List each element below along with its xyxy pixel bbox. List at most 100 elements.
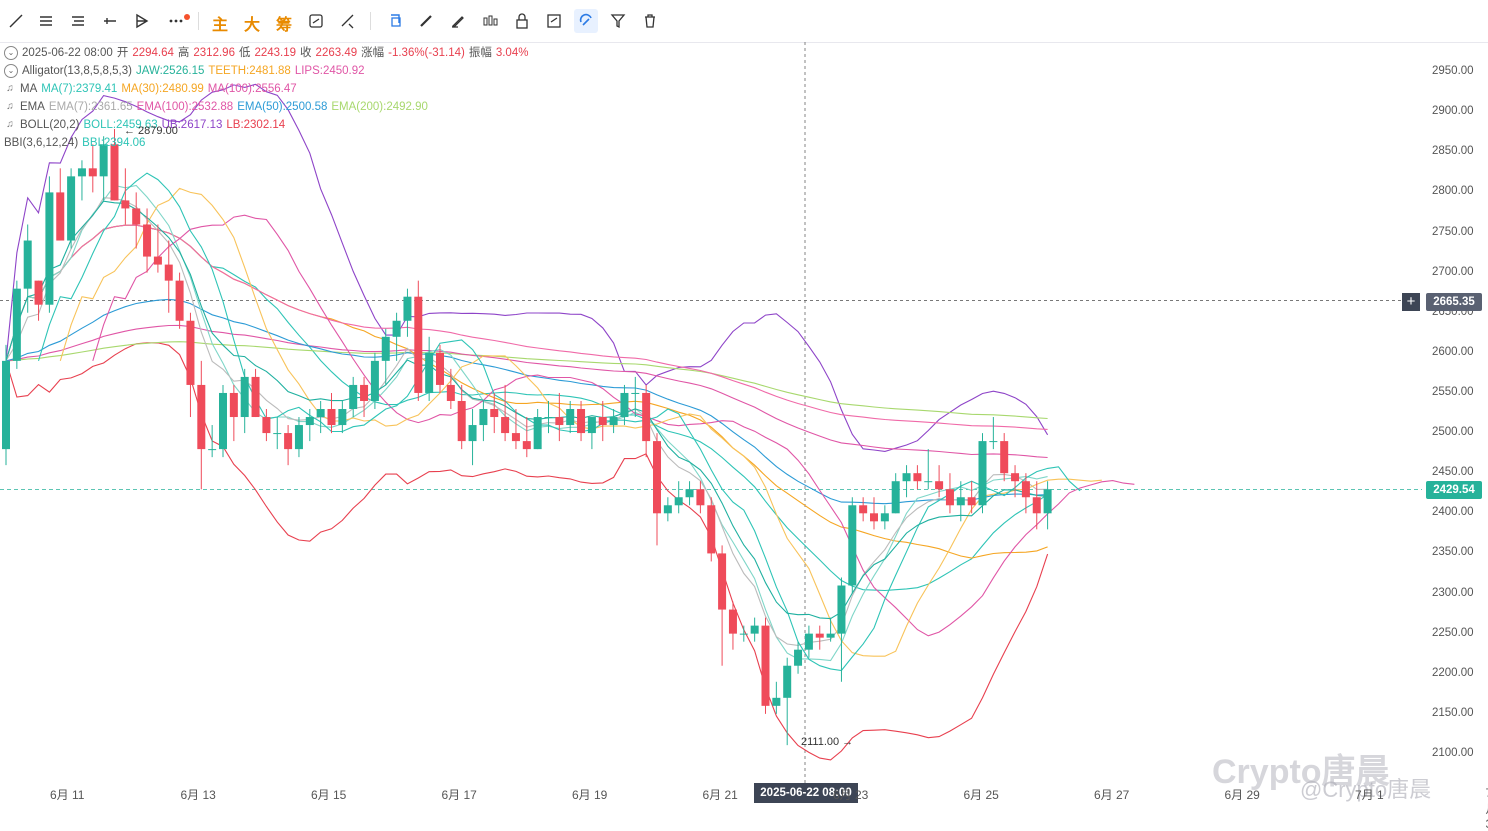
more-icon[interactable]: [164, 9, 188, 33]
candle-body: [631, 393, 639, 394]
undo-icon[interactable]: [304, 9, 328, 33]
edit-icon[interactable]: [542, 9, 566, 33]
candle-body: [892, 481, 900, 513]
candle-body: [870, 513, 878, 521]
open-value: 2294.64: [132, 44, 174, 62]
candle-body: [67, 176, 75, 240]
candle-body: [349, 385, 357, 409]
price-tick: 2950.00: [1432, 65, 1474, 77]
candle-body: [1033, 497, 1041, 513]
add-alert-icon[interactable]: +: [1402, 293, 1420, 311]
measure-icon[interactable]: [336, 9, 360, 33]
time-tick: 6月 13: [181, 786, 216, 803]
ma30-value: MA(30):2480.99: [121, 80, 203, 98]
candle-body: [588, 417, 596, 433]
time-tick: 7月 1: [1355, 786, 1384, 803]
collapse-icon[interactable]: ⌄: [4, 64, 18, 78]
candle-body: [328, 409, 336, 425]
trend-line-icon[interactable]: [4, 9, 28, 33]
candle-body: [696, 489, 704, 505]
main-chip-tool[interactable]: 主: [212, 11, 228, 35]
bell-icon[interactable]: ♫: [4, 116, 16, 134]
boll-lb-value: LB:2302.14: [226, 116, 285, 134]
candle-body: [56, 192, 64, 240]
candle-body: [816, 634, 824, 638]
ma100-value: MA(100):2556.47: [208, 80, 297, 98]
time-tick: 6月 21: [703, 786, 738, 803]
open-label: 开: [117, 44, 129, 62]
high-annotation: ← 2879.00: [124, 125, 178, 137]
horizontal-ray-icon[interactable]: [98, 9, 122, 33]
ema-name: EMA: [20, 98, 45, 116]
boll-row[interactable]: ♫ BOLL(20,2) BOLL:2459.63 UB:2617.13 LB:…: [4, 116, 532, 134]
drawing-toolbar: 主 大 筹: [0, 0, 1488, 43]
candle-body: [545, 417, 553, 418]
low-value: 2243.19: [254, 44, 296, 62]
candle-body: [924, 481, 932, 482]
edit-pencil-icon[interactable]: [446, 9, 470, 33]
price-tick: 2750.00: [1432, 226, 1474, 238]
price-tick: 2800.00: [1432, 185, 1474, 197]
time-tick: 6月 11: [50, 786, 84, 803]
bbi-row[interactable]: BBI(3,6,12,24) BBI:2394.06: [4, 134, 532, 152]
candle-body: [382, 337, 390, 361]
candle-body: [111, 144, 119, 200]
ma100-line: [6, 225, 1048, 429]
candle-body: [555, 417, 563, 425]
ema7-value: EMA(7):2361.65: [49, 98, 133, 116]
filter-icon[interactable]: [606, 9, 630, 33]
bell-icon[interactable]: ♫: [4, 80, 16, 98]
candlestick-chart[interactable]: [0, 42, 1422, 784]
low-annotation: 2111.00 →: [801, 736, 853, 748]
candle-body: [957, 497, 965, 505]
candle-body: [469, 425, 477, 441]
candle-body: [501, 417, 509, 433]
parallel-channel-icon[interactable]: [66, 9, 90, 33]
pen-icon[interactable]: [384, 9, 408, 33]
candle-body: [447, 385, 455, 401]
candle-body: [241, 377, 249, 417]
candle-body: [1011, 473, 1019, 481]
candle-body: [751, 626, 759, 634]
candle-body: [284, 433, 292, 449]
candle-body: [935, 481, 943, 489]
price-tick: 2150.00: [1432, 707, 1474, 719]
alligator-row[interactable]: ⌄ Alligator(13,8,5,8,5,3) JAW:2526.15 TE…: [4, 62, 532, 80]
candle-body: [837, 586, 845, 634]
notification-dot: [184, 14, 190, 20]
bbi-name: BBI(3,6,12,24): [4, 134, 78, 152]
lock-icon[interactable]: [510, 9, 534, 33]
last-price-tag: 2429.54: [1426, 481, 1482, 499]
chip-distribution-tool[interactable]: 筹: [276, 11, 292, 35]
brush-icon[interactable]: [414, 9, 438, 33]
time-tick: 6月 27: [1094, 786, 1129, 803]
collapse-icon[interactable]: ⌄: [4, 46, 18, 60]
candle-body: [479, 409, 487, 425]
price-tick: 2250.00: [1432, 627, 1474, 639]
candle-type-icon[interactable]: [478, 9, 502, 33]
candle-body: [45, 192, 53, 304]
candle-body: [78, 168, 86, 176]
bell-icon[interactable]: ♫: [4, 98, 16, 116]
time-tick: 6月 25: [964, 786, 999, 803]
candle-body: [186, 321, 194, 385]
boll-name: BOLL(20,2): [20, 116, 79, 134]
magnet-icon[interactable]: [574, 9, 598, 33]
candle-body: [338, 409, 346, 425]
price-tick: 2600.00: [1432, 346, 1474, 358]
candle-body: [262, 417, 270, 433]
delete-icon[interactable]: [638, 9, 662, 33]
ema-row[interactable]: ♫ EMA EMA(7):2361.65 EMA(100):2532.88 EM…: [4, 98, 532, 116]
horizontal-lines-icon[interactable]: [34, 9, 58, 33]
candle-body: [24, 241, 32, 289]
candle-body: [35, 281, 43, 305]
ma-row[interactable]: ♫ MA MA(7):2379.41 MA(30):2480.99 MA(100…: [4, 80, 532, 98]
arrow-tool-icon[interactable]: [130, 9, 154, 33]
candle-body: [783, 666, 791, 698]
candle-body: [686, 489, 694, 497]
big-chip-tool[interactable]: 大: [244, 11, 260, 35]
candle-body: [295, 425, 303, 449]
candle-body: [317, 409, 325, 417]
